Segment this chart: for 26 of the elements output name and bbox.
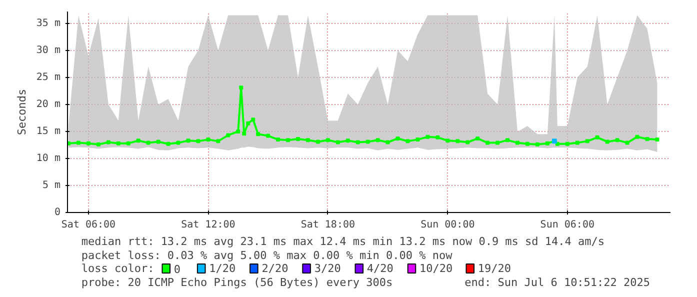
y-tick-label: 5 m bbox=[42, 180, 60, 191]
text: probe: 20 ICMP Echo Pings (56 Bytes) every 300s bbox=[81, 276, 393, 289]
text: median rtt: 13.2 ms avg 23.1 ms max 12.4 ms min 13.2 ms now 0.9 ms sd 14.4 am/s bbox=[81, 235, 605, 248]
x-tick-label: Sun 06:00 bbox=[540, 220, 594, 230]
y-tick-label: 0 bbox=[54, 207, 61, 218]
y-tick-label: 35 m bbox=[36, 18, 61, 29]
text: packet loss: 0.03 % avg 5.00 % max 0.00 % min 0.00 % now bbox=[81, 249, 453, 262]
x-tick-label: Sat 18:00 bbox=[300, 220, 356, 230]
y-tick-label: 15 m bbox=[36, 126, 61, 137]
text: end: Sun Jul 6 10:51:22 2025 bbox=[464, 276, 650, 289]
y-tick-label: 25 m bbox=[36, 72, 61, 83]
y-axis-title: Seconds bbox=[15, 88, 28, 136]
x-tick-label: Sun 00:00 bbox=[420, 220, 475, 230]
legend-title: loss color: bbox=[81, 262, 154, 275]
y-tick-label: 10 m bbox=[36, 152, 61, 164]
legend-label: 4/20 bbox=[366, 262, 394, 275]
legend-label: 2/20 bbox=[262, 262, 288, 275]
legend-label: 1/20 bbox=[209, 262, 236, 275]
y-tick-label: 30 m bbox=[36, 44, 61, 56]
legend-label: 10/20 bbox=[420, 262, 453, 275]
legend-label: 3/20 bbox=[314, 262, 341, 275]
y-tick-label: 20 m bbox=[36, 98, 61, 110]
legend-label: 19/20 bbox=[478, 262, 512, 275]
x-tick-label: Sat 12:00 bbox=[181, 220, 236, 230]
x-tick-label: Sat 06:00 bbox=[61, 220, 116, 230]
legend-label: 0 bbox=[174, 263, 181, 276]
